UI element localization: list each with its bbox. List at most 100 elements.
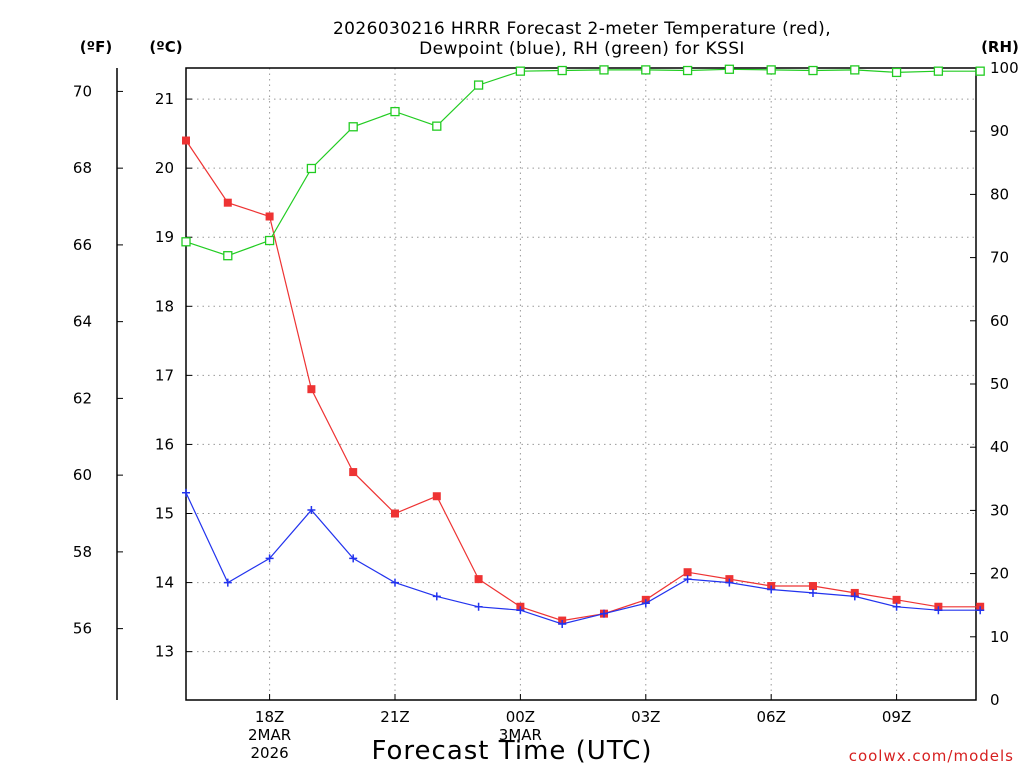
- rh-point: [348, 122, 358, 132]
- rh-point: [891, 67, 902, 78]
- rh-tick-label: 100: [990, 59, 1019, 77]
- x-axis-title: Forecast Time (UTC): [371, 736, 652, 766]
- temperature-point: [223, 198, 232, 207]
- rh-line: [185, 68, 981, 257]
- dewpoint-point: [558, 620, 567, 629]
- rh-point: [724, 64, 735, 74]
- rh-point: [306, 163, 317, 174]
- rh-point: [808, 65, 818, 76]
- dewpoint-point: [850, 592, 859, 601]
- fahrenheit-tick-label: 62: [73, 389, 92, 407]
- chart-title-line-2: Dewpoint (blue), RH (green) for KSSI: [419, 39, 745, 59]
- time-tick-label: 18Z: [255, 708, 284, 726]
- rh-point: [515, 66, 526, 76]
- dewpoint-point: [683, 575, 692, 584]
- rh-tick-label: 70: [990, 249, 1009, 267]
- time-tick-label: 06Z: [756, 708, 785, 726]
- fahrenheit-tick-label: 58: [73, 543, 92, 561]
- celsius-tick-label: 14: [155, 574, 174, 592]
- temperature-line: [185, 140, 981, 622]
- dewpoint-point: [307, 506, 316, 515]
- rh-unit-label: (RH): [981, 38, 1019, 56]
- rh-point: [766, 65, 776, 75]
- time-tick-label: 2026: [251, 744, 289, 762]
- rh-point: [223, 251, 233, 261]
- rh-point: [641, 65, 651, 75]
- dewpoint-point: [516, 606, 525, 615]
- fahrenheit-tick-label: 60: [73, 466, 92, 484]
- dewpoint-point: [934, 606, 943, 615]
- rh-tick-label: 40: [990, 438, 1009, 456]
- rh-point: [682, 65, 693, 76]
- temperature-point: [683, 568, 692, 577]
- celsius-tick-label: 18: [155, 297, 174, 315]
- credit-text: coolwx.com/models: [849, 747, 1014, 765]
- dewpoint-point: [892, 602, 901, 611]
- grid-lines: [186, 68, 976, 700]
- rh-tick-label: 20: [990, 565, 1009, 583]
- dewpoint-point: [767, 585, 776, 594]
- dewpoint-point: [474, 602, 483, 611]
- axis-ticks: 13 14 15 16 17 18 19 20 21 56 58 60 62 64 66 68 70 0 10 20 3…: [73, 59, 1019, 762]
- rh-point: [390, 106, 400, 117]
- rh-tick-label: 80: [990, 185, 1009, 203]
- temperature-point: [808, 582, 817, 591]
- dewpoint-point: [725, 578, 734, 587]
- time-tick-label: 2MAR: [248, 726, 291, 744]
- time-tick-label: 3MAR: [499, 726, 542, 744]
- dewpoint-line: [185, 492, 981, 625]
- rh-point: [850, 65, 860, 75]
- dewpoint-point: [976, 606, 985, 615]
- fahrenheit-tick-label: 64: [73, 313, 92, 331]
- temperature-point: [265, 212, 274, 221]
- temperature-point: [390, 509, 399, 518]
- dewpoint-point: [349, 554, 358, 563]
- fahrenheit-tick-label: 68: [73, 159, 92, 177]
- rh-tick-label: 0: [990, 691, 1000, 709]
- time-tick-label: 21Z: [380, 708, 409, 726]
- fahrenheit-tick-label: 70: [73, 82, 92, 100]
- temperature-point: [892, 595, 901, 604]
- dewpoint-point: [265, 554, 274, 563]
- rh-tick-label: 90: [990, 122, 1009, 140]
- celsius-tick-label: 13: [155, 643, 174, 661]
- rh-point: [432, 121, 442, 131]
- rh-point: [599, 65, 609, 75]
- temperature-point: [307, 385, 316, 394]
- rh-point: [181, 237, 191, 247]
- celsius-tick-label: 17: [155, 366, 174, 384]
- rh-point: [557, 65, 567, 76]
- time-tick-label: 00Z: [506, 708, 535, 726]
- fahrenheit-tick-label: 66: [73, 236, 92, 254]
- dewpoint-point: [432, 592, 441, 601]
- celsius-tick-label: 21: [155, 90, 174, 108]
- temperature-point: [474, 575, 483, 584]
- celsius-tick-label: 16: [155, 435, 174, 453]
- dewpoint-point: [599, 609, 608, 618]
- rh-point: [264, 235, 275, 246]
- rh-tick-label: 10: [990, 628, 1009, 646]
- temperature-point: [349, 468, 358, 477]
- rh-tick-label: 30: [990, 501, 1009, 519]
- celsius-tick-label: 20: [155, 159, 174, 177]
- celsius-tick-label: 19: [155, 228, 174, 246]
- dewpoint-point: [641, 599, 650, 608]
- rh-point: [975, 66, 985, 76]
- temperature-point: [182, 136, 190, 145]
- rh-tick-label: 50: [990, 375, 1009, 393]
- dewpoint-point: [808, 588, 817, 597]
- celsius-unit-label: (ºC): [149, 38, 182, 56]
- dewpoint-point: [390, 578, 399, 587]
- time-tick-label: 09Z: [882, 708, 911, 726]
- dewpoint-point: [182, 488, 190, 497]
- rh-point: [933, 66, 944, 76]
- fahrenheit-tick-label: 56: [73, 620, 92, 638]
- celsius-tick-label: 15: [155, 505, 174, 523]
- time-tick-label: 03Z: [631, 708, 660, 726]
- fahrenheit-unit-label: (ºF): [80, 38, 112, 56]
- rh-point: [473, 80, 484, 90]
- chart-title-line-1: 2026030216 HRRR Forecast 2-meter Tempera…: [333, 19, 831, 39]
- temperature-point: [432, 492, 441, 501]
- plot-area-frame: [185, 67, 977, 701]
